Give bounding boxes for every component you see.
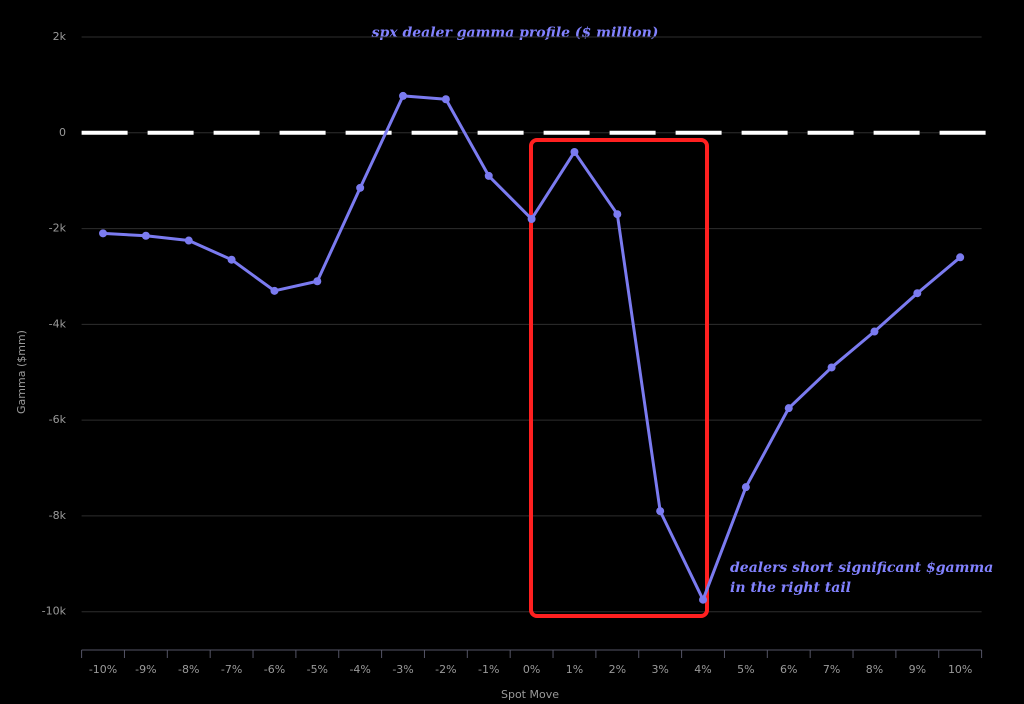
x-tick-label: 1%	[566, 663, 583, 676]
x-tick-label: -5%	[307, 663, 328, 676]
data-point	[784, 404, 793, 413]
x-tick-label: 3%	[651, 663, 668, 676]
y-tick-label: -10k	[42, 605, 67, 618]
data-point	[141, 231, 150, 240]
x-tick-label: -2%	[435, 663, 456, 676]
y-tick-label: -2k	[49, 222, 67, 235]
x-tick-label: 8%	[866, 663, 883, 676]
x-tick-label: 9%	[909, 663, 926, 676]
x-tick-label: -9%	[135, 663, 156, 676]
x-tick-label: 2%	[609, 663, 626, 676]
y-tick-label: -6k	[49, 413, 67, 426]
x-tick-label: 0%	[523, 663, 540, 676]
y-tick-label: 2k	[53, 30, 67, 43]
highlight-box	[529, 138, 709, 618]
data-point	[870, 327, 879, 336]
data-point	[913, 289, 922, 298]
x-tick-label: -4%	[349, 663, 370, 676]
data-point	[270, 286, 279, 295]
annotation: dealers short significant $gamma	[730, 560, 993, 576]
x-tick-label: -6%	[264, 663, 285, 676]
y-tick-label: -8k	[49, 509, 67, 522]
data-point	[956, 253, 965, 262]
data-point	[399, 91, 408, 100]
x-tick-label: 5%	[737, 663, 754, 676]
x-tick-label: -7%	[221, 663, 242, 676]
y-axis-label: Gamma ($mm)	[15, 330, 28, 414]
data-point	[484, 171, 493, 180]
x-tick-label: 4%	[694, 663, 711, 676]
data-point	[184, 236, 193, 245]
data-point	[313, 277, 322, 286]
annotation: in the right tail	[730, 580, 851, 596]
data-point	[741, 483, 750, 492]
x-tick-label: -10%	[89, 663, 117, 676]
data-point	[613, 210, 622, 219]
data-point	[656, 507, 665, 516]
x-tick-label: -3%	[392, 663, 413, 676]
y-tick-label: 0	[59, 126, 66, 139]
y-tick-label: -4k	[49, 317, 67, 330]
data-point	[527, 214, 536, 223]
x-axis-label: Spot Move	[501, 688, 559, 701]
data-point	[356, 183, 365, 192]
chart-title: spx dealer gamma profile ($ million)	[372, 25, 659, 41]
x-tick-label: -8%	[178, 663, 199, 676]
x-tick-label: -1%	[478, 663, 499, 676]
x-tick-label: 6%	[780, 663, 797, 676]
data-point	[227, 255, 236, 264]
x-tick-label: 7%	[823, 663, 840, 676]
x-tick-label: 10%	[948, 663, 972, 676]
data-point	[827, 363, 836, 372]
data-point	[570, 147, 579, 156]
data-point	[699, 595, 708, 604]
data-point	[441, 95, 450, 104]
data-point	[99, 229, 108, 238]
